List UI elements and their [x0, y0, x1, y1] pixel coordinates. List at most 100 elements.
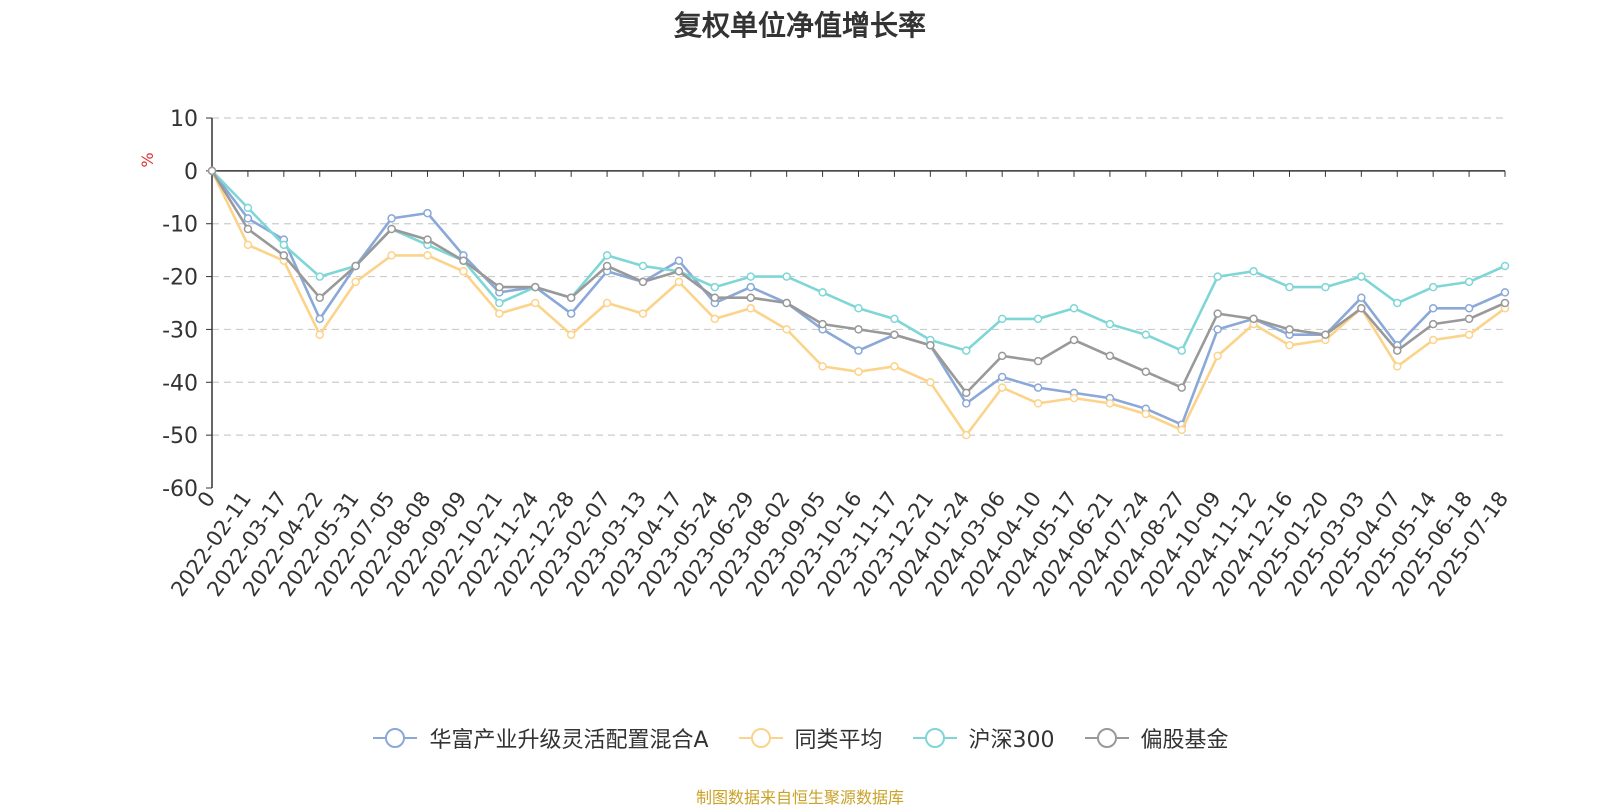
y-tick-label: -60 — [162, 477, 198, 502]
data-point — [926, 378, 935, 387]
data-point — [746, 293, 755, 302]
data-point — [1393, 298, 1402, 308]
data-point — [1033, 314, 1043, 324]
data-point — [315, 314, 324, 324]
data-point — [638, 261, 648, 271]
y-tick-label: -40 — [162, 371, 198, 396]
data-point — [602, 298, 612, 308]
y-tick-label: -50 — [162, 424, 198, 449]
data-point — [1249, 314, 1258, 324]
y-axis-label: % — [138, 152, 157, 167]
series-lines — [207, 166, 1510, 440]
data-point — [1500, 288, 1510, 297]
data-point — [351, 261, 360, 271]
data-point — [710, 314, 720, 324]
data-point — [1393, 346, 1402, 355]
data-point — [243, 203, 253, 213]
data-point — [1285, 325, 1294, 334]
data-point — [1177, 425, 1186, 435]
grid-lines — [212, 117, 1505, 436]
y-tick-label: 10 — [170, 107, 198, 132]
data-point — [674, 267, 684, 276]
data-point — [746, 272, 755, 281]
data-point — [890, 362, 899, 371]
x-tick-label: 0 — [193, 487, 220, 512]
legend-marker-icon — [738, 728, 783, 748]
data-point — [962, 346, 971, 355]
data-point — [602, 251, 612, 260]
data-point — [315, 272, 324, 281]
y-tick-label: 0 — [184, 160, 198, 185]
data-point — [1141, 367, 1151, 376]
data-point — [1285, 341, 1294, 350]
data-point — [854, 325, 863, 334]
legend-item[interactable]: 同类平均 — [737, 722, 883, 754]
data-point — [1321, 282, 1330, 292]
legend-marker-icon — [1084, 728, 1129, 748]
data-point — [459, 267, 468, 276]
data-point — [1500, 261, 1510, 271]
data-point — [459, 256, 468, 265]
data-point — [1069, 393, 1079, 403]
data-point — [387, 251, 396, 260]
legend-item[interactable]: 华富产业升级灵活配置混合A — [371, 722, 709, 754]
legend-label: 同类平均 — [794, 728, 883, 753]
data-point — [1177, 346, 1186, 355]
data-point — [1393, 362, 1402, 371]
tick-labels: 100-10-20-30-40-50-6002022-02-112022-03-… — [162, 107, 1513, 601]
data-point — [1105, 399, 1115, 408]
data-point — [243, 240, 253, 250]
data-point — [818, 288, 827, 297]
data-point — [315, 293, 324, 302]
legend-circle — [385, 728, 406, 748]
data-point — [566, 330, 576, 339]
data-point — [1033, 356, 1043, 366]
data-point — [495, 309, 504, 318]
data-point — [1464, 330, 1474, 339]
data-point — [997, 383, 1007, 392]
legend-marker-icon — [373, 728, 418, 748]
data-point — [423, 235, 432, 244]
data-point — [566, 293, 576, 302]
data-point — [602, 261, 612, 271]
legend-label: 沪深300 — [968, 728, 1055, 753]
data-point — [566, 309, 576, 318]
data-point — [782, 298, 791, 308]
data-point — [207, 166, 217, 176]
data-point — [1464, 277, 1474, 287]
data-point — [1464, 304, 1474, 313]
data-point — [962, 388, 971, 398]
data-point — [1141, 409, 1151, 419]
data-point — [1069, 304, 1079, 313]
data-point — [818, 319, 827, 329]
data-point — [1357, 304, 1366, 313]
data-point — [890, 314, 899, 324]
data-point — [710, 293, 720, 302]
data-point — [1428, 304, 1438, 313]
data-point — [854, 346, 863, 355]
legend: 华富产业升级灵活配置混合A 同类平均 沪深300 偏股基金 — [0, 722, 1600, 754]
series-line — [210, 170, 1506, 426]
data-point — [1357, 272, 1366, 281]
data-point — [387, 224, 396, 234]
data-point — [351, 277, 360, 287]
axes — [206, 117, 1506, 489]
data-point — [962, 399, 971, 408]
data-point — [782, 272, 791, 281]
data-point — [1428, 319, 1438, 329]
y-tick-label: -10 — [162, 213, 198, 238]
data-point — [997, 351, 1007, 361]
data-point — [1213, 325, 1222, 334]
legend-item[interactable]: 沪深300 — [911, 722, 1055, 754]
data-point — [1105, 319, 1115, 329]
data-point — [1213, 309, 1222, 318]
data-point — [315, 330, 324, 339]
data-point — [997, 372, 1007, 382]
data-point — [423, 251, 432, 260]
data-point — [746, 282, 755, 292]
legend-item[interactable]: 偏股基金 — [1083, 722, 1229, 754]
data-point — [495, 298, 504, 308]
data-point — [1177, 383, 1186, 392]
data-point — [1033, 383, 1043, 392]
